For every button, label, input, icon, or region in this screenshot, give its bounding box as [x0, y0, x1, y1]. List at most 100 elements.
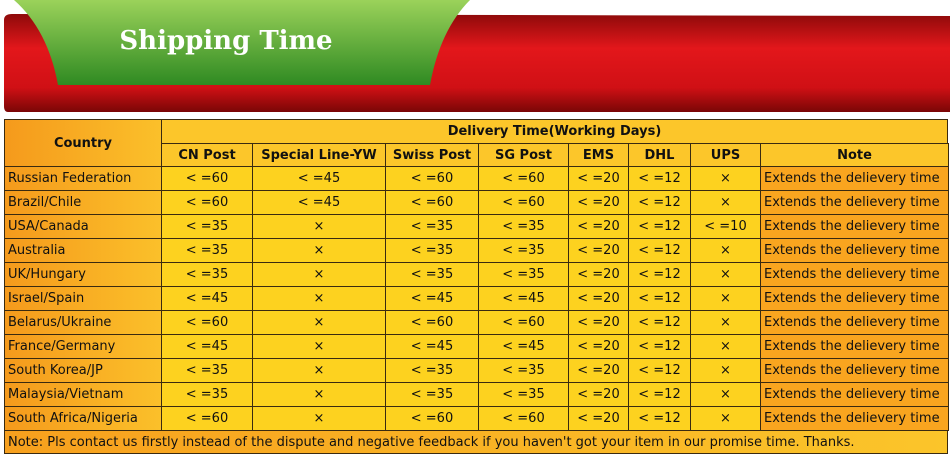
table-cell: < =35	[161, 214, 253, 239]
table-cell: < =35	[385, 238, 479, 263]
table-cell: Extends the delievery time	[760, 406, 949, 431]
table-cell: < =35	[161, 358, 253, 383]
group-header: Delivery Time(Working Days)	[161, 119, 948, 144]
country-cell: South Africa/Nigeria	[4, 406, 162, 431]
column-header: DHL	[628, 143, 691, 167]
table-cell: < =35	[478, 262, 569, 287]
banner: Shipping Time	[4, 0, 950, 112]
table-cell: < =60	[478, 166, 569, 191]
table-cell: ×	[252, 262, 386, 287]
country-cell: South Korea/JP	[4, 358, 162, 383]
table-cell: ×	[690, 334, 761, 359]
table-cell: < =45	[385, 286, 479, 311]
table-cell: < =35	[478, 238, 569, 263]
table-cell: Extends the delievery time	[760, 310, 949, 335]
table-cell: Extends the delievery time	[760, 190, 949, 215]
table-cell: < =35	[385, 358, 479, 383]
country-cell: Australia	[4, 238, 162, 263]
table-cell: < =12	[628, 334, 691, 359]
table-cell: < =35	[385, 382, 479, 407]
table-cell: < =20	[568, 334, 629, 359]
table-cell: < =20	[568, 406, 629, 431]
title: Shipping Time	[119, 26, 332, 56]
table-cell: < =60	[385, 406, 479, 431]
country-cell: France/Germany	[4, 334, 162, 359]
table-cell: ×	[252, 214, 386, 239]
table-cell: < =60	[161, 310, 253, 335]
table-cell: < =35	[385, 262, 479, 287]
column-header: Special Line-YW	[252, 143, 386, 167]
table-cell: ×	[252, 334, 386, 359]
table-cell: < =12	[628, 190, 691, 215]
table-cell: ×	[252, 358, 386, 383]
table-cell: ×	[690, 310, 761, 335]
table-cell: < =20	[568, 286, 629, 311]
table-cell: ×	[252, 310, 386, 335]
country-cell: Russian Federation	[4, 166, 162, 191]
table-cell: < =20	[568, 190, 629, 215]
table-cell: < =20	[568, 214, 629, 239]
country-cell: Brazil/Chile	[4, 190, 162, 215]
table-cell: < =12	[628, 406, 691, 431]
table-cell: ×	[252, 286, 386, 311]
table-cell: < =35	[161, 262, 253, 287]
table-cell: < =12	[628, 358, 691, 383]
table-cell: ×	[690, 358, 761, 383]
table-cell: < =60	[478, 406, 569, 431]
table-cell: < =20	[568, 382, 629, 407]
country-cell: USA/Canada	[4, 214, 162, 239]
table-cell: ×	[690, 382, 761, 407]
table-cell: Extends the delievery time	[760, 262, 949, 287]
table-cell: ×	[690, 238, 761, 263]
table-cell: ×	[252, 406, 386, 431]
table-cell: < =20	[568, 238, 629, 263]
table-cell: < =45	[478, 286, 569, 311]
table-cell: < =35	[478, 358, 569, 383]
table-cell: < =60	[161, 190, 253, 215]
footer-note: Note: Pls contact us firstly instead of …	[4, 430, 948, 454]
column-header: Swiss Post	[385, 143, 479, 167]
column-header: UPS	[690, 143, 761, 167]
table-cell: < =60	[161, 166, 253, 191]
table-cell: Extends the delievery time	[760, 166, 949, 191]
table-cell: < =35	[161, 382, 253, 407]
table-cell: < =45	[478, 334, 569, 359]
table-cell: ×	[690, 262, 761, 287]
table-cell: < =60	[385, 190, 479, 215]
table-cell: ×	[690, 406, 761, 431]
table-cell: < =20	[568, 262, 629, 287]
table-cell: ×	[690, 190, 761, 215]
table-cell: < =35	[161, 238, 253, 263]
table-cell: < =60	[385, 310, 479, 335]
table-cell: < =60	[478, 190, 569, 215]
table-cell: < =12	[628, 310, 691, 335]
table-cell: < =12	[628, 382, 691, 407]
table-cell: Extends the delievery time	[760, 238, 949, 263]
table-cell: < =20	[568, 358, 629, 383]
table-cell: < =45	[252, 190, 386, 215]
table-cell: ×	[252, 382, 386, 407]
table-cell: < =35	[478, 214, 569, 239]
table-cell: ×	[252, 238, 386, 263]
column-header: SG Post	[478, 143, 569, 167]
table-cell: Extends the delievery time	[760, 382, 949, 407]
table-cell: < =45	[385, 334, 479, 359]
table-cell: < =10	[690, 214, 761, 239]
country-cell: Belarus/Ukraine	[4, 310, 162, 335]
table-cell: Extends the delievery time	[760, 358, 949, 383]
table-cell: < =35	[478, 382, 569, 407]
country-cell: Malaysia/Vietnam	[4, 382, 162, 407]
country-cell: UK/Hungary	[4, 262, 162, 287]
table-cell: ×	[690, 286, 761, 311]
table-cell: < =12	[628, 166, 691, 191]
table-cell: < =12	[628, 214, 691, 239]
country-header: Country	[4, 119, 162, 167]
table-cell: < =60	[385, 166, 479, 191]
table-cell: < =12	[628, 286, 691, 311]
table-cell: < =45	[161, 334, 253, 359]
table-cell: < =60	[478, 310, 569, 335]
country-cell: Israel/Spain	[4, 286, 162, 311]
column-header: CN Post	[161, 143, 253, 167]
table-cell: < =20	[568, 166, 629, 191]
